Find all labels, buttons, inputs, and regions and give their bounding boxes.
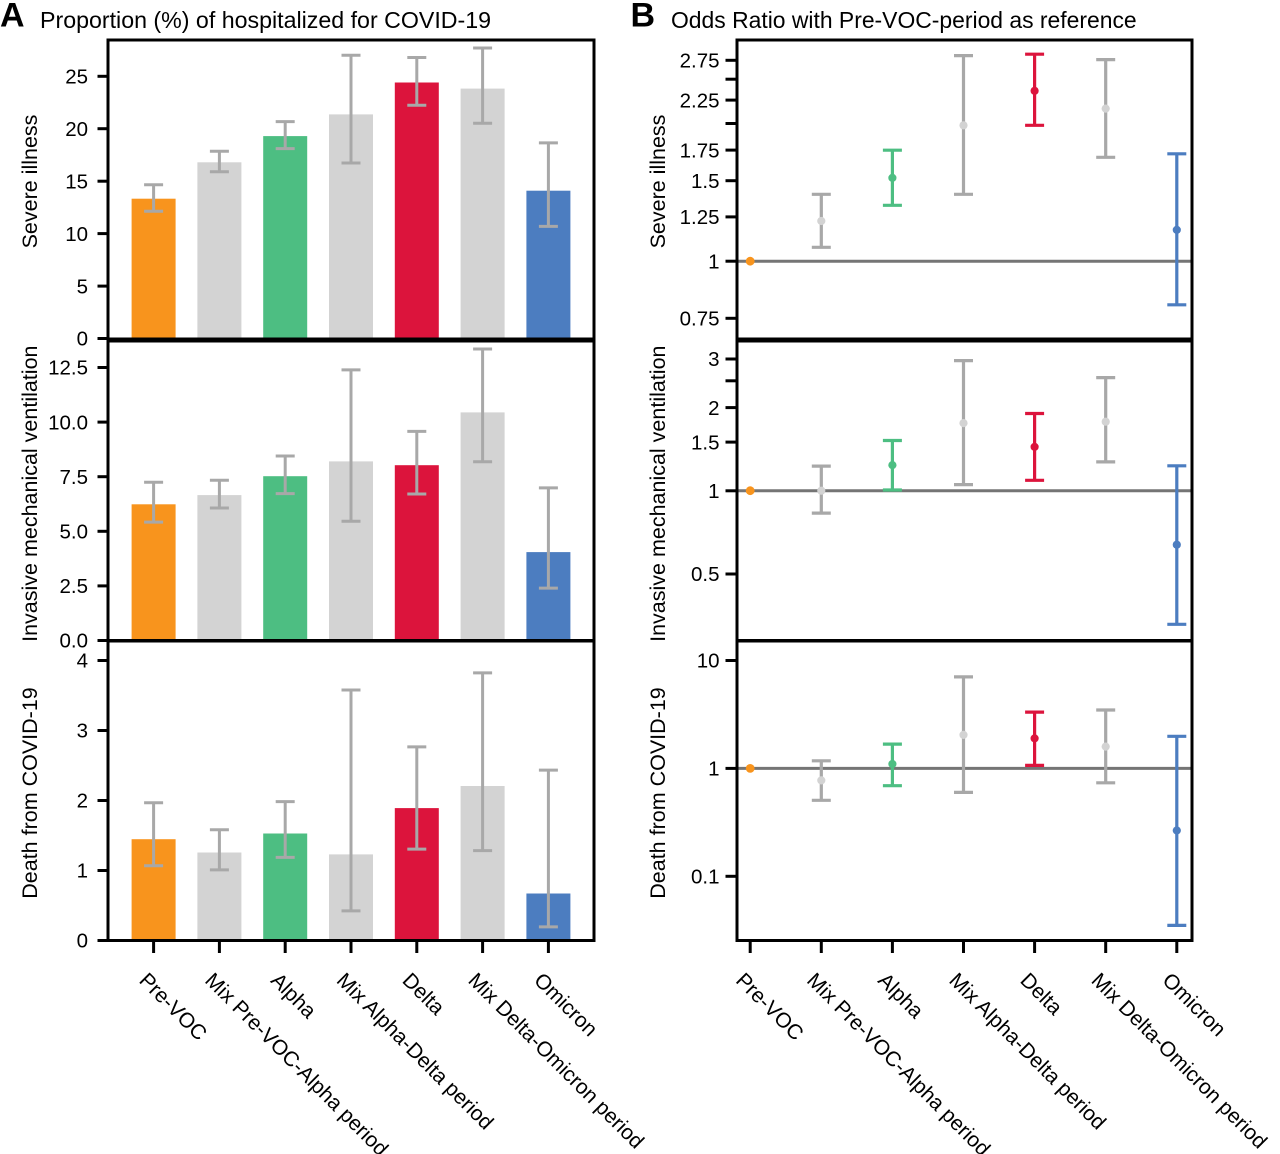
svg-text:0.75: 0.75	[680, 308, 720, 331]
svg-text:7.5: 7.5	[60, 466, 89, 489]
svg-text:2.75: 2.75	[680, 50, 720, 73]
svg-text:1.75: 1.75	[680, 139, 720, 162]
svg-text:1.5: 1.5	[691, 431, 720, 454]
svg-text:1.5: 1.5	[691, 170, 720, 193]
svg-text:Death from COVID-19: Death from COVID-19	[646, 687, 670, 898]
svg-text:3: 3	[708, 348, 719, 371]
svg-text:0.0: 0.0	[60, 630, 89, 653]
svg-text:A: A	[0, 0, 25, 35]
svg-text:0: 0	[77, 328, 88, 351]
svg-text:10: 10	[65, 223, 88, 246]
svg-text:12.5: 12.5	[48, 357, 88, 380]
svg-text:1: 1	[708, 250, 719, 273]
svg-text:1: 1	[708, 480, 719, 503]
svg-text:10.0: 10.0	[48, 411, 88, 434]
svg-text:Death from COVID-19: Death from COVID-19	[18, 687, 42, 898]
svg-text:5: 5	[77, 275, 88, 298]
svg-text:20: 20	[65, 118, 88, 141]
svg-text:2.5: 2.5	[60, 575, 89, 598]
svg-text:0.1: 0.1	[691, 866, 720, 889]
svg-text:1: 1	[708, 758, 719, 781]
svg-text:Proportion (%) of hospitalized: Proportion (%) of hospitalized for COVID…	[40, 7, 491, 33]
svg-text:Severe illness: Severe illness	[646, 115, 670, 249]
svg-text:25: 25	[65, 66, 88, 89]
svg-text:Severe illness: Severe illness	[18, 115, 42, 249]
svg-text:B: B	[631, 0, 656, 35]
svg-text:1.25: 1.25	[680, 206, 720, 229]
svg-text:2: 2	[77, 790, 88, 813]
svg-text:Odds Ratio with Pre-VOC-period: Odds Ratio with Pre-VOC-period as refere…	[671, 7, 1137, 33]
svg-text:0: 0	[77, 930, 88, 953]
svg-text:2: 2	[708, 397, 719, 420]
svg-text:Invasive mechanical ventilatio: Invasive mechanical ventilation	[646, 346, 670, 642]
svg-text:1: 1	[77, 860, 88, 883]
svg-text:Invasive mechanical ventilatio: Invasive mechanical ventilation	[18, 346, 42, 642]
svg-text:0.5: 0.5	[691, 563, 720, 586]
svg-text:15: 15	[65, 170, 88, 193]
svg-text:10: 10	[697, 650, 720, 673]
svg-text:2.25: 2.25	[680, 89, 720, 112]
svg-text:5.0: 5.0	[60, 521, 89, 544]
svg-text:4: 4	[77, 650, 88, 673]
svg-text:3: 3	[77, 720, 88, 743]
